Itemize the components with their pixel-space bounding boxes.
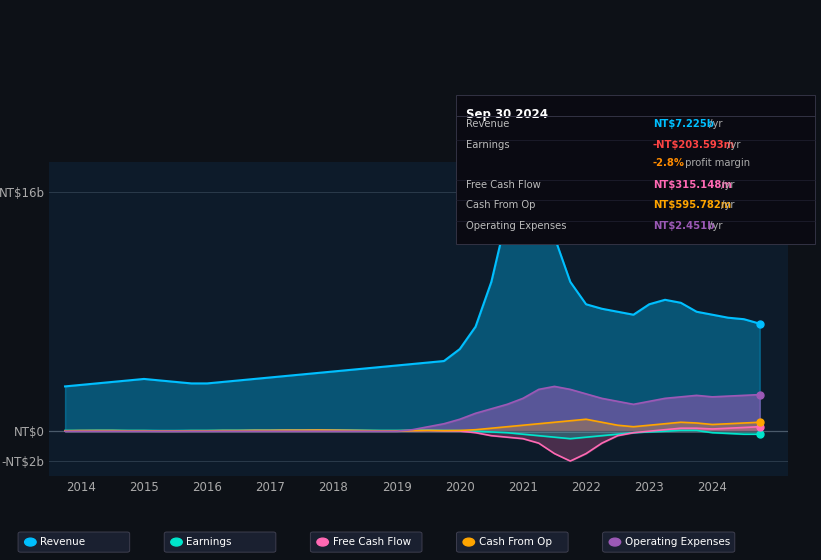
FancyBboxPatch shape	[603, 532, 735, 552]
Text: /yr: /yr	[718, 200, 734, 211]
Circle shape	[317, 538, 328, 546]
FancyBboxPatch shape	[310, 532, 422, 552]
Circle shape	[171, 538, 182, 546]
Text: /yr: /yr	[718, 180, 734, 190]
Text: NT$2.451b: NT$2.451b	[653, 221, 714, 231]
Circle shape	[25, 538, 36, 546]
Text: Revenue: Revenue	[466, 119, 509, 129]
Text: Cash From Op: Cash From Op	[479, 537, 552, 547]
Text: Operating Expenses: Operating Expenses	[625, 537, 730, 547]
Text: NT$315.148m: NT$315.148m	[653, 180, 732, 190]
Text: profit margin: profit margin	[682, 158, 750, 168]
Text: Operating Expenses: Operating Expenses	[466, 221, 566, 231]
Text: -NT$203.593m: -NT$203.593m	[653, 139, 735, 150]
Text: Free Cash Flow: Free Cash Flow	[466, 180, 540, 190]
Circle shape	[609, 538, 621, 546]
Text: NT$7.225b: NT$7.225b	[653, 119, 713, 129]
Text: /yr: /yr	[706, 221, 722, 231]
FancyBboxPatch shape	[164, 532, 276, 552]
Text: /yr: /yr	[706, 119, 722, 129]
Text: -2.8%: -2.8%	[653, 158, 685, 168]
Text: /yr: /yr	[723, 139, 740, 150]
Text: Cash From Op: Cash From Op	[466, 200, 535, 211]
FancyBboxPatch shape	[456, 532, 568, 552]
Circle shape	[463, 538, 475, 546]
Text: NT$595.782m: NT$595.782m	[653, 200, 731, 211]
Text: Revenue: Revenue	[40, 537, 85, 547]
Text: Free Cash Flow: Free Cash Flow	[333, 537, 410, 547]
FancyBboxPatch shape	[18, 532, 130, 552]
Text: Sep 30 2024: Sep 30 2024	[466, 108, 548, 120]
FancyBboxPatch shape	[456, 95, 815, 244]
Text: Earnings: Earnings	[186, 537, 232, 547]
Text: Earnings: Earnings	[466, 139, 509, 150]
